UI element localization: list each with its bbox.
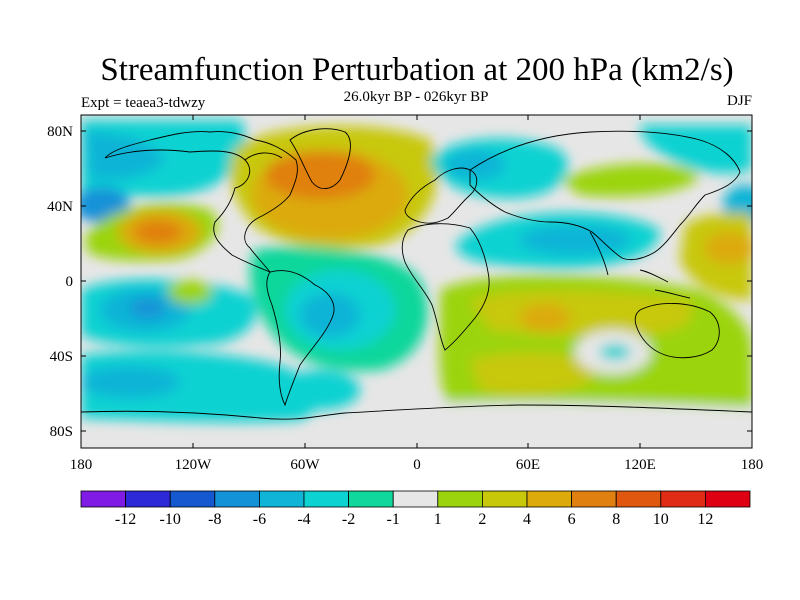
colorbar-label: -4 bbox=[297, 511, 310, 528]
colorbar-label: 8 bbox=[612, 511, 620, 528]
colorbar: -12 -10 -8 -6 -4 -2 -1 1 2 4 6 8 10 12 bbox=[80, 490, 751, 528]
colorbar-swatch bbox=[660, 490, 706, 508]
colorbar-label: 4 bbox=[523, 511, 531, 528]
colorbar-label: 10 bbox=[653, 511, 669, 528]
plot-subtitle: 26.0kyr BP - 026kyr BP bbox=[343, 89, 489, 105]
colorbar-swatch bbox=[615, 490, 662, 508]
colorbar-swatch bbox=[348, 490, 394, 508]
colorbar-label: -12 bbox=[115, 511, 136, 528]
colorbar-swatch bbox=[705, 490, 751, 508]
colorbar-swatch bbox=[481, 490, 528, 508]
colorbar-swatch bbox=[526, 490, 572, 508]
colorbar-label: -10 bbox=[160, 511, 181, 528]
colorbar-swatch bbox=[571, 490, 617, 508]
colorbar-swatch bbox=[258, 490, 305, 508]
colorbar-swatch bbox=[80, 490, 126, 508]
lon-tick-label: 120E bbox=[624, 457, 656, 473]
colorbar-label: -8 bbox=[208, 511, 221, 528]
colorbar-swatch bbox=[303, 490, 349, 508]
lat-axis: 80N 40N 0 40S 80S bbox=[47, 124, 752, 440]
colorbar-label: -1 bbox=[387, 511, 400, 528]
experiment-label: Expt = teaea3-tdwzy bbox=[81, 95, 206, 111]
lon-tick-label: 120W bbox=[175, 457, 213, 473]
lon-tick-label: 180 bbox=[70, 457, 93, 473]
coastlines bbox=[81, 128, 752, 420]
colorbar-label: 12 bbox=[697, 511, 713, 528]
lon-tick-label: 60E bbox=[516, 457, 540, 473]
colorbar-label: 2 bbox=[478, 511, 486, 528]
season-label: DJF bbox=[726, 93, 752, 109]
colorbar-label: -2 bbox=[342, 511, 355, 528]
colorbar-label: -6 bbox=[253, 511, 266, 528]
lon-tick-label: 0 bbox=[413, 457, 421, 473]
contour-field bbox=[81, 115, 752, 448]
colorbar-label: 6 bbox=[568, 511, 576, 528]
lon-axis: 180 120W 60W 0 60E 120E 180 bbox=[70, 115, 764, 473]
colorbar-swatch bbox=[437, 490, 483, 508]
plot-title: Streamfunction Perturbation at 200 hPa (… bbox=[100, 52, 734, 88]
colorbar-swatch bbox=[392, 490, 439, 508]
lon-tick-label: 180 bbox=[741, 457, 764, 473]
colorbar-swatch bbox=[125, 490, 171, 508]
colorbar-swatch bbox=[214, 490, 260, 508]
colorbar-label: 1 bbox=[434, 511, 442, 528]
lat-tick-label: 0 bbox=[66, 274, 74, 290]
lat-tick-label: 40N bbox=[47, 199, 73, 215]
lat-tick-label: 80N bbox=[47, 124, 73, 140]
lat-tick-label: 40S bbox=[50, 349, 73, 365]
colorbar-swatch bbox=[169, 490, 216, 508]
lon-tick-label: 60W bbox=[290, 457, 320, 473]
lat-tick-label: 80S bbox=[50, 424, 73, 440]
